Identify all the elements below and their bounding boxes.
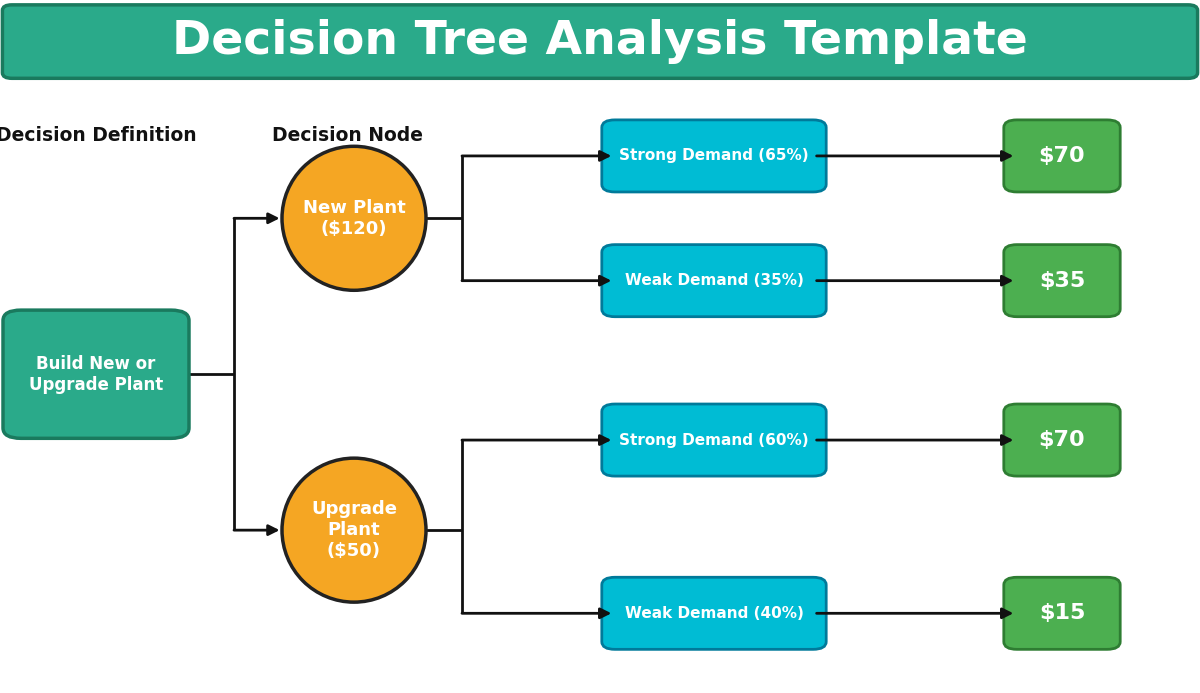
Text: Weak Demand (40%): Weak Demand (40%) bbox=[624, 606, 804, 621]
Text: Weak Demand (35%): Weak Demand (35%) bbox=[624, 273, 804, 288]
Text: Upgrade
Plant
($50): Upgrade Plant ($50) bbox=[311, 500, 397, 560]
Ellipse shape bbox=[282, 458, 426, 602]
Text: $35: $35 bbox=[1039, 271, 1085, 290]
Text: $15: $15 bbox=[1039, 604, 1085, 623]
Text: New Plant
($120): New Plant ($120) bbox=[302, 199, 406, 238]
Text: Decision Definition: Decision Definition bbox=[0, 125, 197, 145]
FancyBboxPatch shape bbox=[1004, 120, 1121, 192]
Text: Strong Demand (60%): Strong Demand (60%) bbox=[619, 432, 809, 448]
Text: $70: $70 bbox=[1039, 430, 1085, 450]
Text: Build New or
Upgrade Plant: Build New or Upgrade Plant bbox=[29, 355, 163, 394]
Text: Strong Demand (65%): Strong Demand (65%) bbox=[619, 148, 809, 164]
FancyBboxPatch shape bbox=[1004, 577, 1121, 649]
FancyBboxPatch shape bbox=[601, 577, 826, 649]
FancyBboxPatch shape bbox=[1004, 245, 1121, 317]
FancyBboxPatch shape bbox=[1004, 404, 1121, 476]
Ellipse shape bbox=[282, 146, 426, 290]
Text: Chance Node: Chance Node bbox=[650, 125, 790, 145]
Text: Net Value: Net Value bbox=[1010, 125, 1114, 145]
Text: Decision Node: Decision Node bbox=[272, 125, 424, 145]
FancyBboxPatch shape bbox=[601, 120, 826, 192]
FancyBboxPatch shape bbox=[2, 5, 1198, 78]
Text: $70: $70 bbox=[1039, 146, 1085, 166]
FancyBboxPatch shape bbox=[601, 404, 826, 476]
FancyBboxPatch shape bbox=[601, 245, 826, 317]
FancyBboxPatch shape bbox=[4, 310, 190, 439]
Text: Decision Tree Analysis Template: Decision Tree Analysis Template bbox=[172, 19, 1028, 64]
